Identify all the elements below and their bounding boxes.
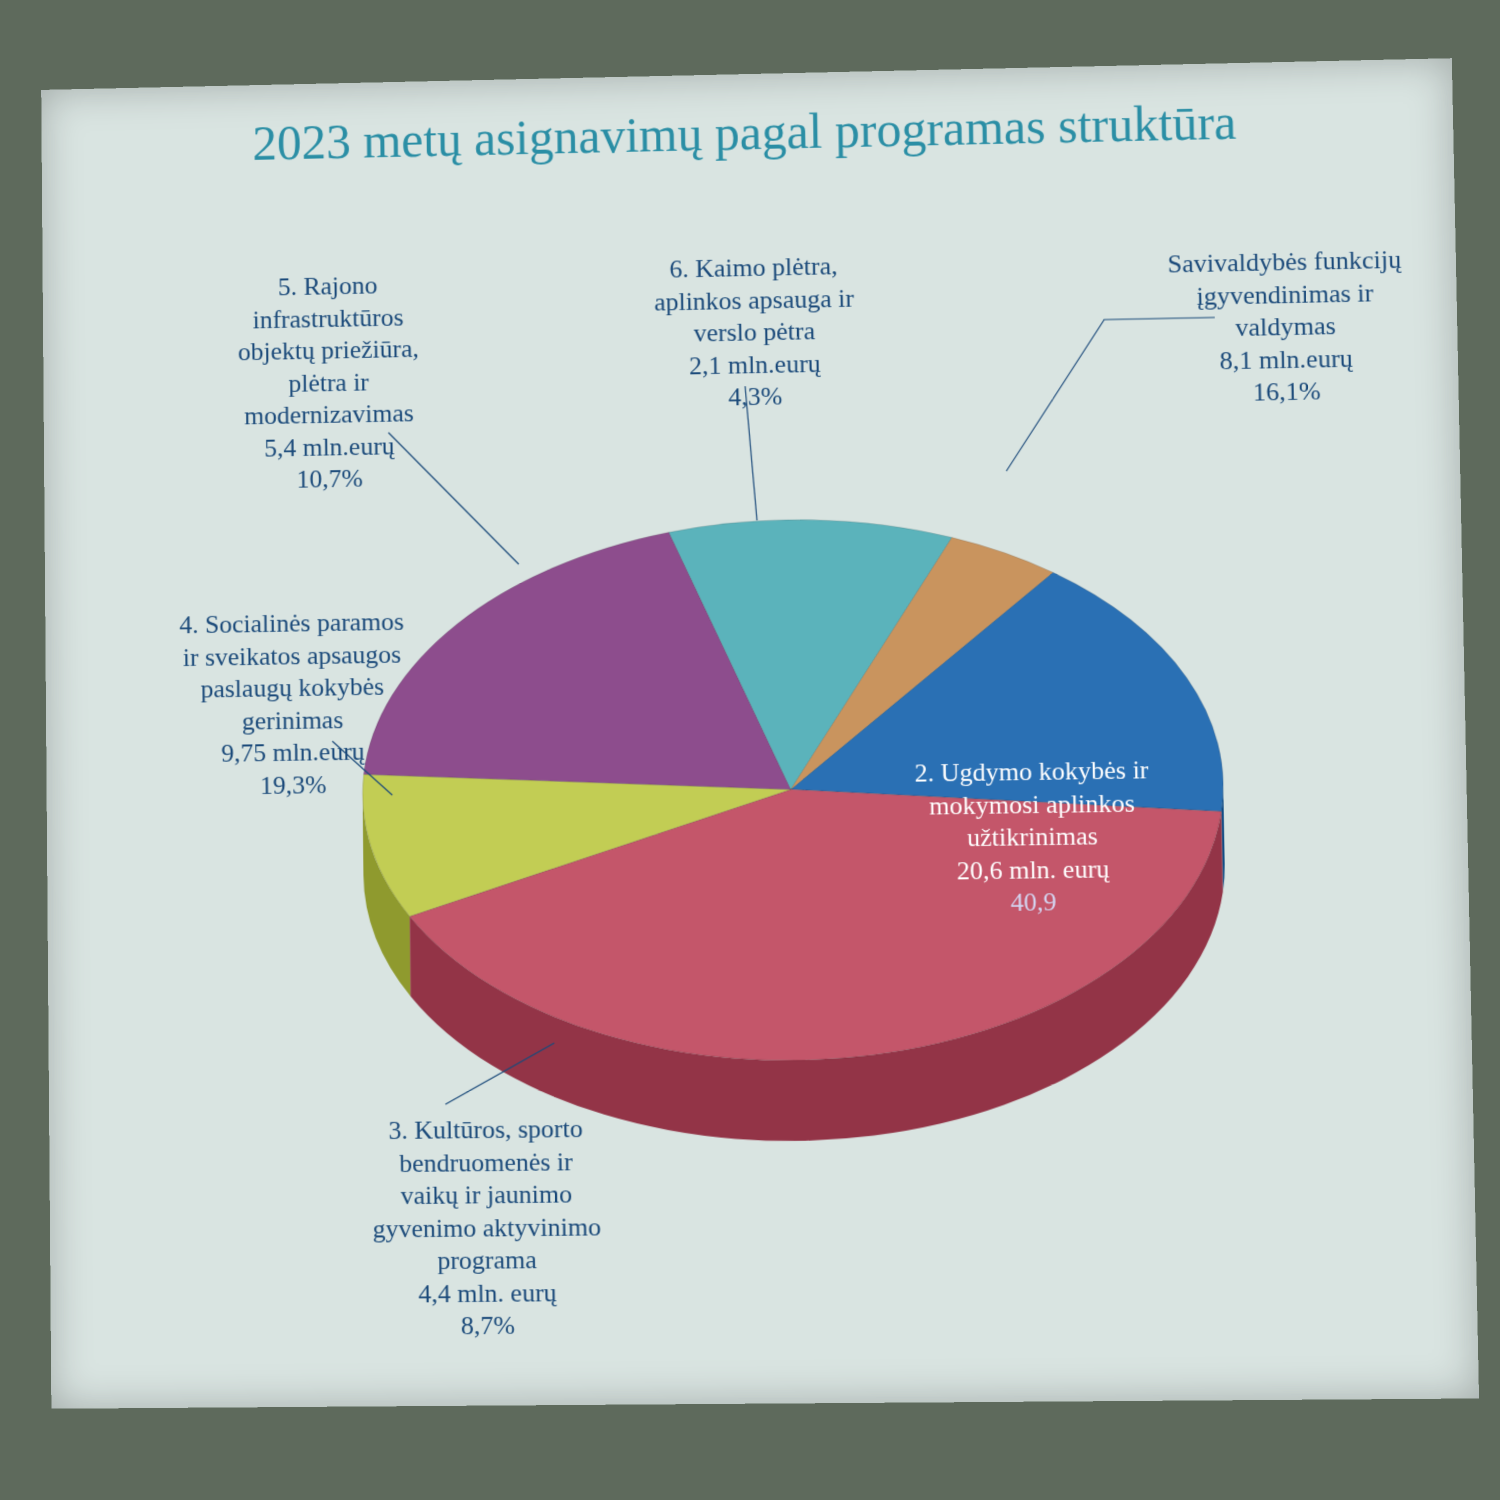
chart-title: 2023 metų asignavimų pagal programas str… xyxy=(41,88,1453,176)
callout-label: Savivaldybės funkcijųįgyvendinimas irval… xyxy=(1133,243,1438,411)
callout-label: 4. Socialinės paramosir sveikatos apsaug… xyxy=(144,605,442,803)
slide: 2023 metų asignavimų pagal programas str… xyxy=(41,58,1479,1409)
in-slice-label: 2. Ugdymo kokybės irmokymosi aplinkosužt… xyxy=(870,754,1195,922)
callout-label: 3. Kultūros, sportobendruomenės irvaikų … xyxy=(336,1112,638,1343)
pie-chart: Savivaldybės funkcijųįgyvendinimas irval… xyxy=(91,219,1427,1368)
callout-label: 5. Rajonoinfrastruktūrosobjektų priežiūr… xyxy=(180,268,478,499)
callout-label: 6. Kaimo plėtra,aplinkos apsauga irversl… xyxy=(604,249,905,416)
